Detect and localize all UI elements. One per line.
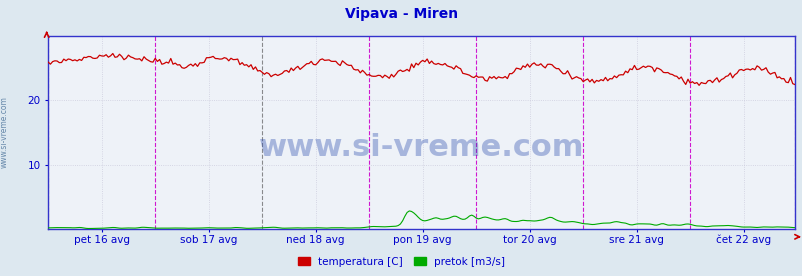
Text: Vipava - Miren: Vipava - Miren bbox=[345, 7, 457, 21]
Legend: temperatura [C], pretok [m3/s]: temperatura [C], pretok [m3/s] bbox=[293, 253, 509, 271]
Text: www.si-vreme.com: www.si-vreme.com bbox=[258, 133, 584, 163]
Text: www.si-vreme.com: www.si-vreme.com bbox=[0, 97, 9, 168]
